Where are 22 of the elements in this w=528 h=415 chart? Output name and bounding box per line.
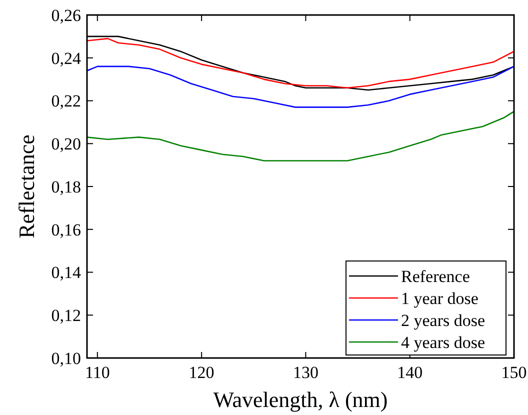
x-tick-label: 120 bbox=[188, 363, 214, 382]
y-tick-label: 0,22 bbox=[51, 92, 81, 111]
line-series bbox=[87, 66, 514, 108]
y-tick-label: 0,16 bbox=[51, 220, 81, 240]
y-tick-label: 0,24 bbox=[51, 48, 82, 68]
x-tick-label: 140 bbox=[397, 363, 423, 382]
x-tick-label: 130 bbox=[292, 363, 318, 382]
legend-label: 2 years dose bbox=[401, 310, 486, 330]
y-tick-label: 0,10 bbox=[51, 348, 81, 368]
legend-label: 1 year dose bbox=[401, 288, 478, 308]
y-tick-label: 0,26 bbox=[51, 6, 81, 25]
legend-label: Reference bbox=[401, 266, 470, 286]
x-tick-label: 110 bbox=[84, 363, 110, 382]
legend-label: 4 years dose bbox=[401, 332, 486, 352]
y-tick-label: 0,20 bbox=[51, 134, 81, 154]
line-series bbox=[87, 110, 514, 162]
x-tick-label: 150 bbox=[501, 363, 527, 382]
x-axis-title: Wavelength, λ (nm) bbox=[213, 387, 388, 412]
y-tick-label: 0,14 bbox=[51, 263, 82, 282]
y-tick-label: 0,12 bbox=[51, 306, 81, 326]
y-axis-title: Reflectance bbox=[14, 134, 39, 238]
y-tick-label: 0,18 bbox=[51, 177, 81, 196]
